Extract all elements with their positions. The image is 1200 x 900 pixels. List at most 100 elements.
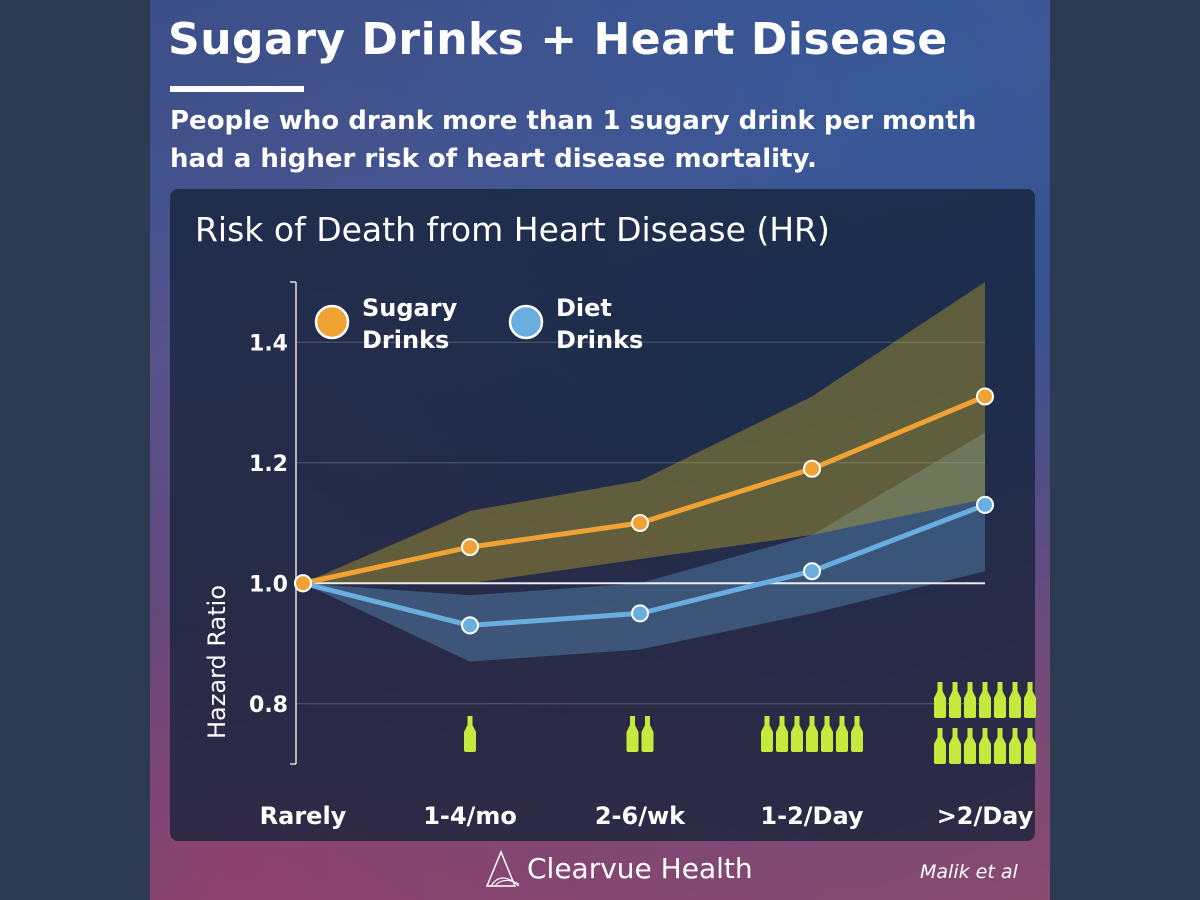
bottle-neck <box>967 682 973 691</box>
bottle-icon <box>1009 728 1021 764</box>
bottle-icon <box>949 728 961 764</box>
brand-icon <box>485 850 520 887</box>
bottle-icon <box>1024 682 1036 718</box>
bottle-neck <box>854 716 860 725</box>
bottle-body <box>791 725 803 752</box>
sugary-drinks-point <box>976 387 994 406</box>
legend-diet-marker <box>508 304 544 340</box>
bottle-body <box>464 725 476 752</box>
bottle-body <box>821 725 833 752</box>
bottle-body <box>776 725 788 752</box>
diet-drinks-point <box>976 495 994 514</box>
bottle-body <box>949 691 961 718</box>
brand-logo: Clearvue Health <box>485 848 753 888</box>
bottle-neck <box>982 682 988 691</box>
bottle-body <box>934 737 946 764</box>
y-tick-label: 1.0 <box>249 572 288 597</box>
bottle-neck <box>794 716 800 725</box>
bottle-neck <box>997 728 1003 737</box>
bottle-neck <box>937 682 943 691</box>
diet-drinks-point <box>631 604 649 623</box>
bottle-icon <box>641 716 654 752</box>
bottle-icon <box>821 716 833 752</box>
bottle-icon <box>979 682 991 718</box>
title-underline <box>170 86 304 92</box>
legend-sugary-label: Sugary Drinks <box>362 294 458 354</box>
sugary-drinks-point <box>294 574 312 593</box>
bottle-body <box>1024 737 1036 764</box>
bottle-icon <box>979 728 991 764</box>
bottle-neck <box>467 716 473 725</box>
bottle-neck <box>779 716 785 725</box>
bottle-neck <box>809 716 815 725</box>
bottle-icon <box>994 728 1006 764</box>
chart-title: Risk of Death from Heart Disease (HR) <box>195 210 830 249</box>
sugary-ci-band <box>303 282 985 584</box>
bottle-body <box>1024 691 1036 718</box>
legend-sugary-marker <box>314 304 350 340</box>
bottle-body <box>1009 691 1021 718</box>
bottle-body <box>994 737 1006 764</box>
bottle-neck <box>764 716 770 725</box>
bottle-body <box>806 725 818 752</box>
bottle-body <box>761 725 773 752</box>
bottle-icon <box>934 728 946 764</box>
left-margin <box>0 0 150 900</box>
bottle-icon <box>791 716 803 752</box>
bottle-icon <box>464 716 476 752</box>
diet-drinks-point <box>461 616 479 635</box>
y-tick-label: 0.8 <box>249 693 288 718</box>
sugary-drinks-point <box>461 538 479 557</box>
bottle-neck <box>997 682 1003 691</box>
sugary-drinks-point <box>803 459 821 478</box>
bottle-body <box>626 725 639 752</box>
infographic-card: Sugary Drinks + Heart Disease People who… <box>150 0 1050 900</box>
bottle-icon <box>851 716 863 752</box>
hazard-ratio-chart: 0.8 1.0 1.2 1.4 Hazard Ratio Rarely 1-4/mo 2-6/… <box>203 281 1036 830</box>
bottle-body <box>1009 737 1021 764</box>
x-tick-label: >2/Day <box>937 802 1034 830</box>
bottle-body <box>964 737 976 764</box>
bottle-neck <box>1027 728 1033 737</box>
legend-diet-label: Diet Drinks <box>556 294 643 354</box>
x-tick-label: 1-2/Day <box>760 802 864 830</box>
bottle-icon <box>934 682 946 718</box>
x-tick-label: Rarely <box>260 802 347 830</box>
sugary-drinks-point <box>631 514 649 532</box>
bottle-icon <box>964 728 976 764</box>
citation: Malik et al <box>920 861 1018 883</box>
subtitle: People who drank more than 1 sugary drin… <box>170 106 977 174</box>
bottle-icon <box>949 682 961 718</box>
bottle-neck <box>982 728 988 737</box>
bottle-body <box>641 725 654 752</box>
bottle-neck <box>967 728 973 737</box>
bottle-body <box>979 691 991 718</box>
bottle-icon <box>626 716 639 752</box>
bottle-icon <box>806 716 818 752</box>
y-tick-label: 1.2 <box>249 452 288 477</box>
page-title: Sugary Drinks + Heart Disease <box>168 14 948 65</box>
bottle-body <box>949 737 961 764</box>
bottle-icon <box>994 682 1006 718</box>
bottle-neck <box>824 716 830 725</box>
bottle-icon <box>1024 728 1036 764</box>
diet-drinks-point <box>803 562 821 581</box>
bottle-body <box>851 725 863 752</box>
bottle-body <box>934 691 946 718</box>
bottle-neck <box>630 716 635 725</box>
bottle-body <box>964 691 976 718</box>
right-margin <box>1050 0 1200 900</box>
x-tick-label: 1-4/mo <box>423 802 517 830</box>
bottle-neck <box>937 728 943 737</box>
bottle-body <box>994 691 1006 718</box>
bottle-icon <box>776 716 788 752</box>
y-axis-label: Hazard Ratio <box>203 585 231 739</box>
bottle-neck <box>1027 682 1033 691</box>
bottle-body <box>836 725 848 752</box>
bottle-neck <box>1012 728 1018 737</box>
bottle-icon <box>964 682 976 718</box>
bottle-icon <box>1009 682 1021 718</box>
bottle-neck <box>952 728 958 737</box>
bottle-icon <box>761 716 773 752</box>
brand-name: Clearvue Health <box>527 851 753 885</box>
